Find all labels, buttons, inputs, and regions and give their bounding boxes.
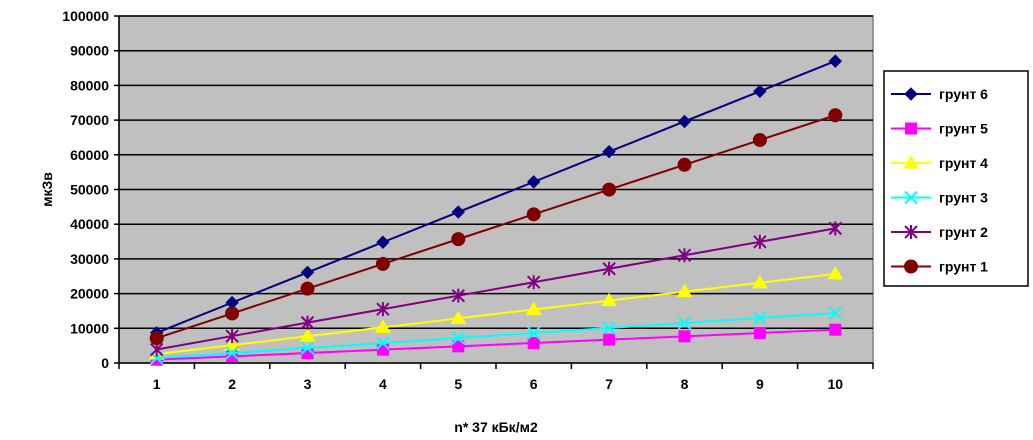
legend-label: грунт 4 bbox=[939, 155, 988, 171]
y-tick-label: 30000 bbox=[70, 251, 109, 267]
x-axis-title: n* 37 кБк/м2 bbox=[454, 419, 538, 435]
data-point bbox=[677, 114, 692, 129]
y-tick-label: 90000 bbox=[70, 43, 109, 59]
data-point bbox=[677, 157, 692, 172]
data-point bbox=[602, 321, 616, 335]
data-point bbox=[300, 341, 315, 355]
data-point bbox=[827, 265, 844, 280]
data-point bbox=[753, 84, 767, 99]
x-tick-label: 7 bbox=[605, 376, 613, 392]
x-tick-label: 5 bbox=[454, 376, 462, 392]
legend-box bbox=[883, 70, 1029, 287]
data-point bbox=[376, 302, 390, 317]
data-point bbox=[753, 327, 766, 340]
series-line-3 bbox=[156, 272, 836, 356]
legend-marker bbox=[904, 259, 918, 274]
x-tick-label: 3 bbox=[304, 376, 312, 392]
legend-marker bbox=[904, 225, 918, 239]
data-point bbox=[526, 175, 541, 189]
data-point bbox=[300, 315, 315, 330]
data-point bbox=[676, 283, 693, 298]
data-point bbox=[450, 310, 467, 324]
x-tick-label: 9 bbox=[756, 376, 764, 392]
data-point bbox=[753, 234, 767, 249]
x-tick-label: 6 bbox=[530, 376, 538, 392]
y-tick-label: 50000 bbox=[70, 182, 109, 198]
data-point bbox=[828, 306, 843, 320]
data-point bbox=[225, 306, 240, 321]
legend-label: грунт 5 bbox=[939, 121, 988, 137]
data-point bbox=[451, 331, 466, 345]
legend-marker bbox=[905, 122, 917, 135]
data-point bbox=[452, 340, 465, 353]
y-tick-label: 100000 bbox=[62, 8, 109, 24]
data-point bbox=[829, 323, 842, 336]
y-tick-label: 80000 bbox=[70, 77, 109, 93]
y-axis-title: мкЗв bbox=[39, 172, 55, 207]
data-point bbox=[226, 350, 239, 363]
data-point bbox=[375, 256, 390, 271]
x-tick-label: 10 bbox=[828, 376, 844, 392]
data-point bbox=[828, 221, 843, 236]
data-point bbox=[677, 316, 692, 330]
legend-label: грунт 1 bbox=[939, 259, 988, 275]
y-tick-label: 40000 bbox=[70, 216, 109, 232]
legend-label: грунт 3 bbox=[939, 190, 988, 206]
legend-marker bbox=[904, 190, 918, 205]
data-point bbox=[376, 235, 390, 249]
legend-marker bbox=[903, 155, 919, 169]
data-point bbox=[752, 274, 768, 289]
x-tick-label: 8 bbox=[681, 376, 689, 392]
y-tick-label: 0 bbox=[101, 355, 109, 371]
x-tick-label: 1 bbox=[153, 376, 161, 392]
series-line-5 bbox=[156, 227, 836, 351]
series-line-2 bbox=[156, 328, 836, 361]
data-point bbox=[525, 301, 542, 315]
legend-label: грунт 2 bbox=[939, 224, 988, 240]
data-point bbox=[300, 281, 315, 296]
data-point bbox=[451, 232, 466, 247]
data-point bbox=[451, 288, 466, 303]
data-point bbox=[603, 333, 616, 346]
x-tick-label: 4 bbox=[379, 376, 387, 392]
data-point bbox=[225, 346, 239, 360]
data-point bbox=[300, 265, 315, 280]
data-point bbox=[678, 330, 691, 343]
data-point bbox=[753, 311, 767, 325]
data-point bbox=[828, 108, 843, 123]
legend-label: грунт 6 bbox=[939, 86, 988, 102]
data-point bbox=[602, 261, 616, 276]
data-point bbox=[376, 336, 390, 350]
series-line-4 bbox=[156, 312, 836, 360]
y-tick-label: 20000 bbox=[70, 286, 109, 302]
data-point bbox=[677, 248, 692, 263]
data-point bbox=[375, 319, 391, 333]
x-tick-label: 2 bbox=[228, 376, 236, 392]
series-line-6 bbox=[156, 114, 836, 340]
y-tick-label: 70000 bbox=[70, 112, 109, 128]
data-point bbox=[299, 328, 316, 342]
data-point bbox=[451, 205, 466, 219]
series-line-1 bbox=[156, 60, 836, 334]
data-point bbox=[224, 337, 240, 351]
data-point bbox=[602, 144, 616, 159]
data-point bbox=[752, 133, 767, 148]
legend-marker bbox=[904, 87, 918, 101]
data-point bbox=[225, 329, 239, 344]
data-point bbox=[526, 207, 541, 222]
data-point bbox=[601, 292, 617, 307]
y-tick-label: 10000 bbox=[70, 320, 109, 336]
data-point bbox=[527, 337, 540, 350]
data-point bbox=[526, 326, 541, 340]
data-point bbox=[149, 331, 164, 346]
data-point bbox=[828, 54, 843, 68]
y-tick-label: 60000 bbox=[70, 147, 109, 163]
data-point bbox=[526, 275, 541, 290]
data-point bbox=[602, 182, 617, 197]
